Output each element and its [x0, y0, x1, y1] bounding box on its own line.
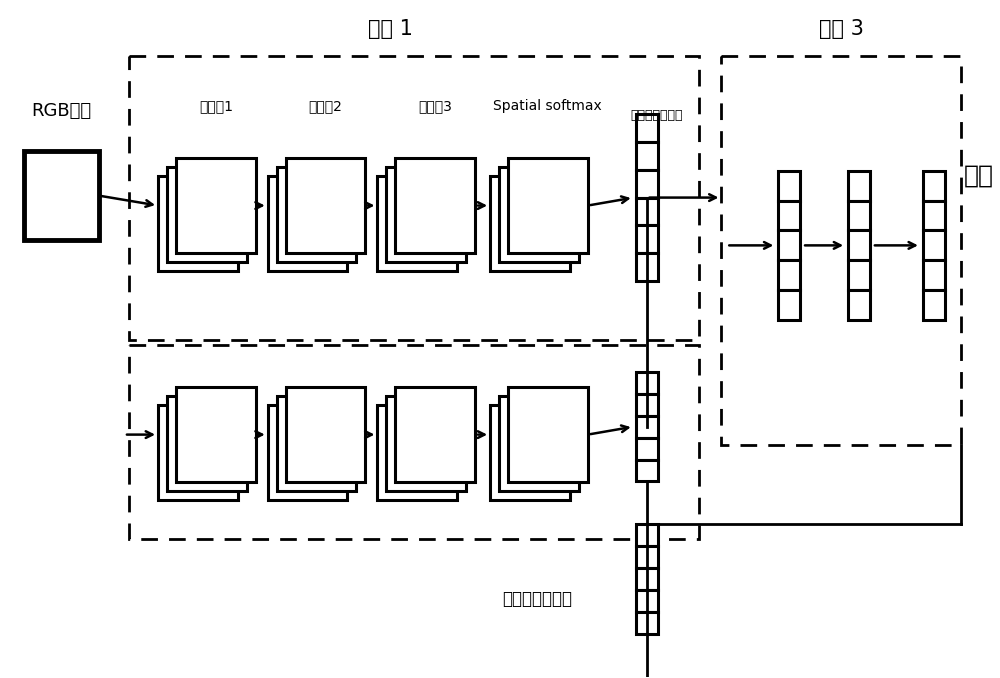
Bar: [386, 167, 466, 262]
Bar: [268, 405, 347, 500]
Bar: [778, 260, 800, 290]
Bar: [277, 167, 356, 262]
Bar: [778, 201, 800, 231]
Bar: [129, 56, 699, 340]
Bar: [24, 151, 99, 241]
Text: 卷基层2: 卷基层2: [309, 99, 342, 113]
Bar: [286, 387, 365, 482]
Text: 力矩: 力矩: [964, 163, 994, 188]
Bar: [636, 437, 658, 460]
Bar: [848, 290, 870, 320]
Bar: [636, 254, 658, 281]
Text: 网络 3: 网络 3: [819, 19, 863, 39]
Bar: [778, 290, 800, 320]
Bar: [129, 345, 699, 539]
Bar: [508, 158, 588, 253]
Text: 网络 1: 网络 1: [368, 19, 413, 39]
Text: 像素空间特征点: 像素空间特征点: [630, 109, 683, 123]
Bar: [167, 167, 247, 262]
Bar: [636, 568, 658, 590]
Bar: [848, 171, 870, 201]
Bar: [848, 260, 870, 290]
Bar: [636, 460, 658, 481]
Bar: [499, 167, 579, 262]
Bar: [721, 56, 961, 445]
Bar: [848, 201, 870, 231]
Text: 机械臂状态信息: 机械臂状态信息: [502, 590, 572, 608]
Bar: [158, 176, 238, 271]
Bar: [499, 396, 579, 491]
Bar: [636, 142, 658, 170]
Bar: [923, 260, 945, 290]
Text: 卷基层3: 卷基层3: [418, 99, 452, 113]
Bar: [636, 197, 658, 226]
Bar: [636, 170, 658, 197]
Bar: [377, 405, 457, 500]
Bar: [636, 114, 658, 142]
Bar: [636, 394, 658, 416]
Bar: [490, 176, 570, 271]
Bar: [636, 416, 658, 437]
Bar: [386, 396, 466, 491]
Bar: [176, 387, 256, 482]
Bar: [277, 396, 356, 491]
Bar: [286, 158, 365, 253]
Bar: [923, 201, 945, 231]
Bar: [395, 158, 475, 253]
Bar: [508, 387, 588, 482]
Bar: [176, 158, 256, 253]
Bar: [636, 372, 658, 394]
Bar: [636, 590, 658, 612]
Bar: [377, 176, 457, 271]
Bar: [923, 290, 945, 320]
Bar: [923, 231, 945, 260]
Bar: [395, 387, 475, 482]
Bar: [848, 231, 870, 260]
Text: 卷积层1: 卷积层1: [199, 99, 233, 113]
Bar: [636, 546, 658, 568]
Bar: [490, 405, 570, 500]
Bar: [636, 612, 658, 634]
Bar: [268, 176, 347, 271]
Bar: [158, 405, 238, 500]
Bar: [636, 524, 658, 546]
Bar: [778, 171, 800, 201]
Text: RGB图片: RGB图片: [31, 102, 91, 120]
Bar: [636, 226, 658, 254]
Text: Spatial softmax: Spatial softmax: [493, 99, 602, 113]
Bar: [778, 231, 800, 260]
Bar: [923, 171, 945, 201]
Bar: [167, 396, 247, 491]
